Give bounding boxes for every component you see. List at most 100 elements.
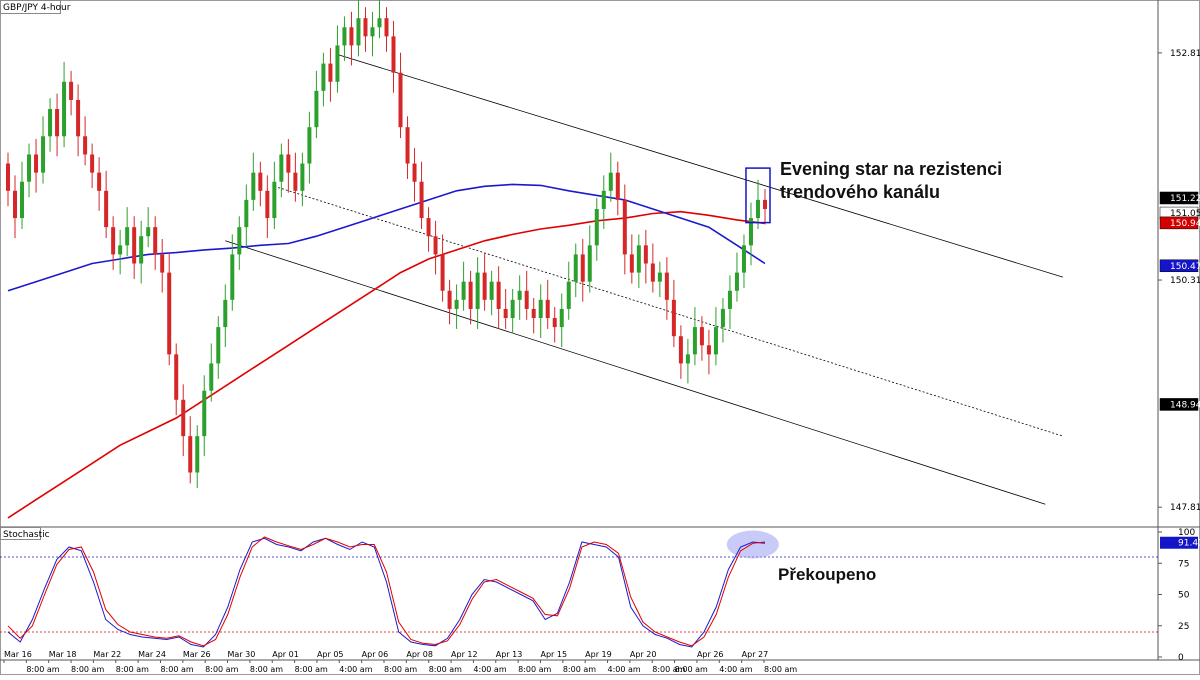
candle-body [412, 163, 417, 182]
candle-body [244, 199, 249, 228]
candle-body [370, 27, 375, 37]
candle-body [321, 63, 326, 91]
time-tick-label: 8:00 am [675, 665, 708, 674]
candle-body [160, 254, 165, 273]
stoch-title-box [0, 527, 41, 540]
candle-body [167, 272, 172, 355]
candle-body [517, 290, 522, 300]
stoch-tick-label: 25 [1178, 622, 1189, 632]
candle-body [34, 154, 39, 173]
time-tick-label: Apr 05 [317, 650, 344, 659]
candle-body [237, 227, 242, 255]
candle-body [300, 163, 305, 191]
candle-body [433, 236, 438, 255]
candle-body [265, 190, 270, 219]
annotation-evening-star-line2: trendového kanálu [780, 182, 941, 202]
candle-body [230, 254, 235, 300]
candle-body [496, 281, 501, 309]
candle-body [741, 245, 746, 273]
time-tick-label: Apr 08 [406, 650, 433, 659]
price-tag-label: 150.947 [1170, 219, 1200, 229]
candle-body [699, 327, 704, 346]
candle-body [20, 181, 25, 219]
time-tick-label: 8:00 am [518, 665, 551, 674]
candle-body [76, 99, 81, 137]
candle-body [391, 36, 396, 73]
candle-body [90, 154, 95, 173]
annotation-overbought: Překoupeno [778, 565, 877, 584]
stoch-value-tag-label: 91.41 [1178, 539, 1200, 549]
candle-body [209, 363, 214, 391]
candle-body [104, 190, 109, 228]
annotation-evening-star-line1: Evening star na rezistenci [780, 159, 1003, 179]
candle-body [307, 127, 312, 164]
candle-body [454, 299, 459, 309]
candle-body [251, 172, 256, 200]
candle-body [629, 254, 634, 273]
time-tick-label: Apr 06 [362, 650, 389, 659]
candle-body [328, 63, 333, 82]
time-tick-label: Mar 24 [138, 650, 166, 659]
time-tick-label: 8:00 am [384, 665, 417, 674]
stoch-k-line [7, 537, 766, 648]
candle-body [223, 299, 228, 328]
candle-body [188, 436, 193, 473]
price-tag-box [1159, 259, 1199, 273]
annotation-evening-star: Evening star na rezistenci trendového ka… [780, 158, 1002, 204]
time-tick-label: Apr 12 [451, 650, 478, 659]
candle-body [181, 399, 186, 437]
time-tick-label: 4:00 am [473, 665, 506, 674]
candle-body [384, 18, 389, 37]
candle-body [657, 272, 662, 282]
candle-body [146, 227, 151, 237]
time-tick-label: Mar 16 [4, 650, 32, 659]
candle-body [97, 172, 102, 191]
candle-body [335, 45, 340, 82]
time-tick-label: Mar 26 [183, 650, 211, 659]
candle-body [139, 236, 144, 264]
candle-body [566, 281, 571, 309]
stoch-tick-label: 75 [1178, 559, 1189, 569]
time-tick-label: Mar 18 [49, 650, 77, 659]
candle-body [174, 354, 179, 400]
candle-body [356, 18, 361, 46]
time-tick-label: 4:00 am [608, 665, 641, 674]
candle-body [587, 245, 592, 282]
price-tag-box [1159, 216, 1199, 230]
price-tag-label: 151.221 [1170, 194, 1200, 204]
price-tick-label: 152.818 [1170, 49, 1200, 59]
candle-body [678, 336, 683, 364]
time-tick-label: Apr 19 [585, 650, 612, 659]
candle-body [643, 245, 648, 264]
price-tag-box [1159, 398, 1199, 411]
channel-lower-line [225, 240, 1046, 505]
candle-body [559, 308, 564, 328]
candle-body [398, 72, 403, 128]
stoch-tick-label: 100 [1178, 528, 1195, 538]
candle-body [531, 308, 536, 319]
price-tick-label: 147.818 [1170, 503, 1200, 513]
stoch-tick-label: 50 [1178, 591, 1190, 601]
candle-body [132, 227, 137, 264]
time-tick-label: Apr 01 [272, 650, 299, 659]
candle-body [314, 90, 319, 128]
candle-body [55, 109, 60, 137]
candle-body [734, 272, 739, 291]
price-tag-label: 150.475 [1170, 262, 1200, 272]
candle-body [608, 172, 613, 191]
ma-slow-line [7, 210, 766, 519]
price-title-box [0, 0, 61, 14]
candle-body [524, 290, 529, 309]
time-tick-label: Apr 20 [630, 650, 657, 659]
candle-body [6, 163, 10, 191]
time-tick-label: 8:00 am [764, 665, 797, 674]
time-tick-label: 8:00 am [652, 665, 685, 674]
stoch-tick-label: 0 [1178, 653, 1184, 663]
time-tick-label: Apr 13 [496, 650, 523, 659]
time-tick-label: 8:00 am [429, 665, 462, 674]
price-tag-label: 148.949 [1170, 400, 1200, 410]
candle-body [713, 327, 718, 355]
candle-body [727, 290, 732, 309]
candle-body [202, 390, 207, 437]
candle-body [293, 172, 298, 191]
